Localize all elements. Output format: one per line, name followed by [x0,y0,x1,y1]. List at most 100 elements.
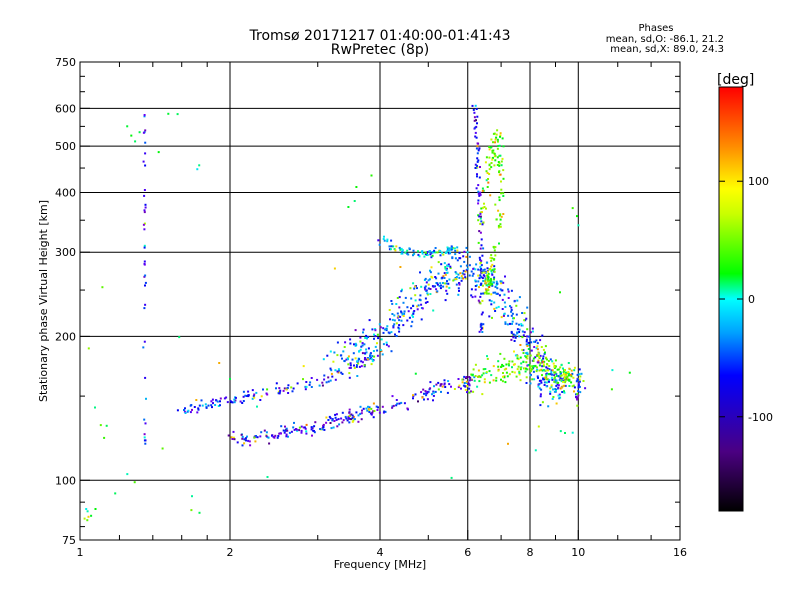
data-point [484,278,487,281]
data-point [474,131,477,134]
data-point [413,287,416,290]
data-point [488,370,491,373]
data-point [476,115,479,118]
data-point [236,441,239,444]
data-point [563,391,566,394]
data-point [282,429,285,432]
data-point [323,378,326,381]
data-point [471,296,474,299]
data-point [198,511,201,514]
data-point [457,287,460,290]
data-point [536,366,538,369]
y-tick-label: 500 [55,140,76,153]
data-point [253,396,256,399]
data-point [518,296,521,299]
data-point [420,318,423,321]
data-point [489,194,492,197]
data-point [421,252,424,255]
data-point [510,338,513,341]
data-point [191,408,193,411]
data-point [555,373,558,376]
data-point [232,430,235,433]
data-point [467,381,470,384]
data-point [360,418,363,421]
data-point [555,389,557,392]
data-point [439,254,442,257]
data-point [407,253,410,256]
data-point [510,314,513,317]
data-point [563,377,566,379]
data-point [354,342,357,345]
data-point [533,365,536,367]
data-point [551,360,554,363]
data-point [546,378,549,381]
data-point [381,353,384,356]
data-point [195,399,198,401]
data-point [432,391,435,394]
data-point [510,309,513,311]
data-point [242,395,245,398]
data-point [491,284,494,287]
data-point [628,371,631,374]
data-point [339,354,342,357]
data-point [254,440,257,443]
data-point [359,348,362,351]
data-point [522,334,525,337]
data-point [564,369,566,371]
data-point [298,429,301,432]
data-point [389,248,392,251]
data-point [491,273,494,276]
data-point [227,434,230,437]
data-point [485,179,488,182]
data-point [517,358,520,361]
data-point [474,279,477,282]
data-point [471,274,474,277]
data-point [190,509,193,512]
data-point [431,393,433,396]
data-point [541,401,544,404]
data-point [448,286,451,289]
data-point [362,407,365,410]
data-point [578,378,581,381]
data-point [536,361,539,364]
data-point [329,379,332,382]
data-point [500,188,503,191]
data-point [500,316,503,319]
data-point [502,314,505,317]
data-point [365,334,368,337]
data-point [134,140,137,143]
data-point [500,164,503,167]
data-point [408,247,411,250]
chart-subtitle: RwPretec (8p) [331,42,429,58]
data-point [357,414,360,417]
data-point [103,436,106,439]
data-point [489,280,492,283]
data-point [265,435,268,438]
data-point [479,191,482,194]
data-point [538,387,541,390]
data-point [248,440,251,443]
data-point [457,273,460,276]
data-point [458,289,460,292]
data-point [367,336,370,338]
data-point [340,371,343,374]
data-point [285,433,288,436]
data-point [463,260,466,263]
data-point [495,376,498,379]
data-point [143,228,146,231]
data-point [534,449,537,452]
data-point [360,365,363,368]
data-point [496,164,499,166]
data-point [325,381,328,384]
data-point [486,278,489,281]
data-point [268,442,271,445]
data-point [521,312,524,314]
data-point [499,154,502,157]
data-point [210,400,213,403]
data-point [446,271,449,274]
data-point [348,411,351,414]
data-point [499,135,501,138]
data-point [557,394,560,397]
data-point [571,385,574,388]
data-point [503,301,506,304]
